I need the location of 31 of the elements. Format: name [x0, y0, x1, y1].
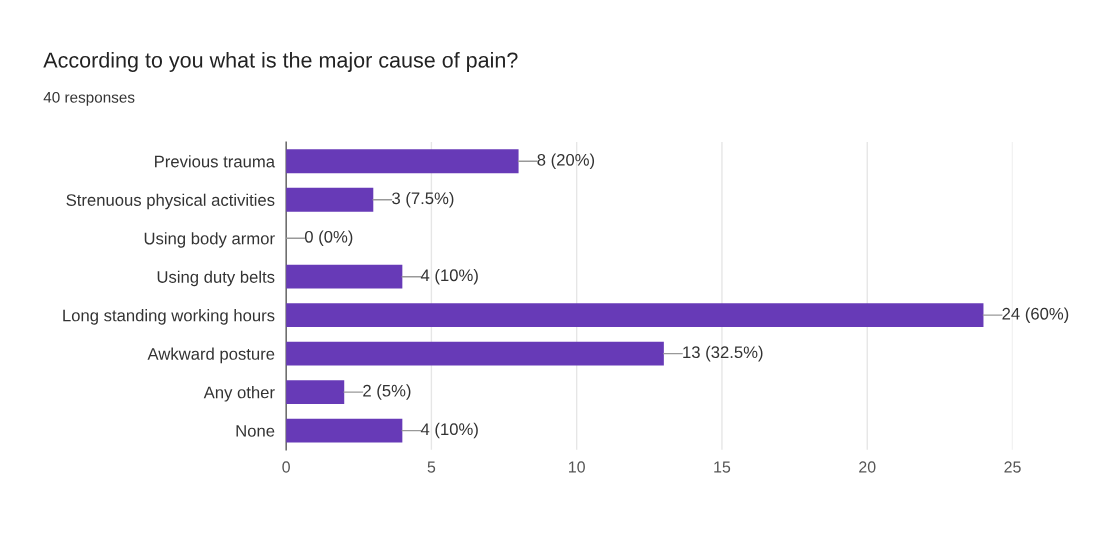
data-label: 3 (7.5%) [392, 191, 454, 208]
data-label: 13 (32.5%) [683, 345, 763, 362]
x-tick-label: 25 [1004, 461, 1021, 473]
bar [286, 418, 403, 443]
chart-title: According to you what is the major cause of pain? [43, 51, 518, 72]
y-tick-label: Awkward posture [147, 347, 275, 364]
data-label: 2 (5%) [363, 384, 411, 400]
bar [286, 303, 984, 328]
y-tick-label: Previous trauma [155, 155, 276, 168]
y-tick-label: Long standing working hours [63, 309, 275, 325]
bar [286, 341, 664, 366]
x-tick-label: 5 [427, 461, 436, 473]
text: 40 responses [43, 91, 135, 106]
x-tick-label: 20 [859, 461, 876, 473]
bar [286, 187, 374, 212]
bar [286, 380, 345, 405]
data-label: 4 (10%) [420, 268, 478, 285]
x-tick-label: 0 [282, 461, 290, 473]
x-tick-label: 10 [569, 461, 585, 473]
y-tick-label: Strenuous physical activities [66, 193, 275, 210]
data-label: 8 (20%) [537, 153, 595, 170]
y-tick-label: Using body armor [144, 232, 275, 248]
data-label: 0 (0%) [304, 230, 353, 246]
y-tick-label: Any other [203, 386, 275, 402]
x-tick-label: 15 [714, 461, 731, 473]
bar [286, 149, 519, 174]
y-tick-label: None [236, 425, 275, 437]
data-label: 24 (60%) [1002, 307, 1069, 323]
y-tick-label: Using duty belts [157, 270, 275, 287]
data-label: 4 (10%) [420, 422, 478, 439]
bar [286, 264, 403, 289]
